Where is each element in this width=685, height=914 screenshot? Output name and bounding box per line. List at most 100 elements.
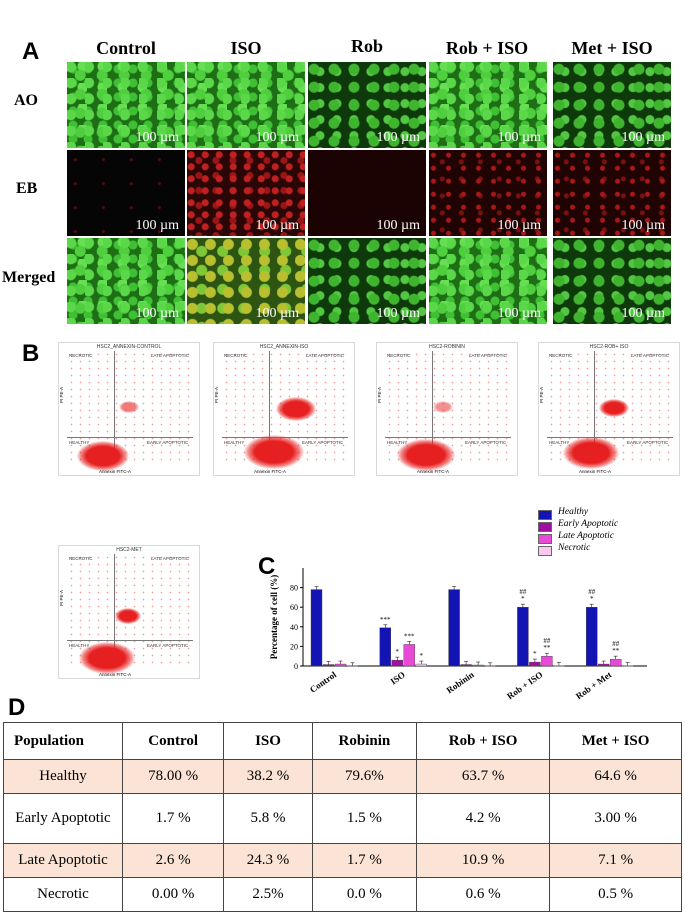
legend-swatch-late xyxy=(538,534,552,544)
column-header-control: Control xyxy=(96,38,156,58)
cell-population-healthy xyxy=(77,441,129,471)
quadrant-label-necrotic: NECROTIC xyxy=(69,353,93,358)
scale-bar-label: 100 µm xyxy=(376,218,420,233)
table-header-cell: Population xyxy=(3,722,123,760)
flow-plot-title: HSC2_ANNEXIN-ISO xyxy=(259,344,309,350)
legend-swatch-healthy xyxy=(538,510,552,520)
significance-mark: ## xyxy=(588,588,596,596)
column-header-met-iso: Met + ISO xyxy=(571,38,653,58)
table-cell: 10.9 % xyxy=(415,843,551,878)
table-cell: 0.6 % xyxy=(415,877,551,912)
table-cell: 78.00 % xyxy=(121,759,225,794)
scale-bar-label: 100 µm xyxy=(497,130,541,145)
table-cell: 1.7 % xyxy=(121,793,225,844)
legend-label-late: Late Apoptotic xyxy=(558,531,615,541)
table-row: Healthy 78.00 % 38.2 % 79.6% 63.7 % 64.6… xyxy=(3,759,682,794)
column-header-rob-iso: Rob + ISO xyxy=(445,38,529,58)
legend-swatch-early xyxy=(538,522,552,532)
scale-bar-label: 100 µm xyxy=(255,218,299,233)
gate-horizontal xyxy=(67,640,193,641)
x-tick-label: Control xyxy=(308,669,339,695)
micrograph-merged-iso: 100 µm xyxy=(187,238,305,324)
cell-population-late xyxy=(276,397,316,421)
cell-population-healthy xyxy=(244,435,304,469)
flow-plot-title: HSC2-ROB+ ISO xyxy=(589,344,629,350)
quadrant-label-healthy: HEALTHY xyxy=(69,643,90,648)
scale-bar-label: 100 µm xyxy=(255,306,299,321)
quadrant-label-late-apoptotic: LATE APOPTOTIC xyxy=(151,556,189,561)
micrograph-merged-rob-iso: 100 µm xyxy=(429,238,547,324)
panel-label-d: D xyxy=(8,694,26,721)
bar-necrotic xyxy=(622,665,634,667)
micrograph-merged-control: 100 µm xyxy=(67,238,185,324)
flow-plot-met: HSC2-MET NECROTIC LATE APOPTOTIC HEALTHY… xyxy=(58,545,200,679)
row-header-ao: AO xyxy=(14,92,38,109)
micrograph-ao-rob: 100 µm xyxy=(308,62,426,148)
scale-bar-label: 100 µm xyxy=(621,306,665,321)
significance-mark: ** xyxy=(612,647,620,655)
micrograph-ao-control: 100 µm xyxy=(67,62,185,148)
bar-early-apoptotic xyxy=(460,664,472,667)
table-header-cell: Rob + ISO xyxy=(415,722,551,760)
bar-late-apoptotic xyxy=(472,664,484,667)
x-axis-label: Annexin FITC-A xyxy=(417,469,450,474)
y-axis-label: PI PE-A xyxy=(59,386,64,403)
bar-late-apoptotic xyxy=(334,663,347,667)
bar-early-apoptotic xyxy=(598,663,610,667)
gate-vertical xyxy=(269,351,270,463)
scale-bar-label: 100 µm xyxy=(376,306,420,321)
x-tick-label: Rob + Met xyxy=(574,669,613,701)
table-cell: 2.5% xyxy=(223,877,313,912)
legend-label-healthy: Healthy xyxy=(558,507,589,517)
table-cell: Necrotic xyxy=(3,877,123,912)
x-axis-label: Annexin FITC-A xyxy=(579,469,612,474)
panel-label-c: C xyxy=(258,553,276,580)
flow-plot-iso: HSC2_ANNEXIN-ISO NECROTIC LATE APOPTOTIC… xyxy=(213,342,355,476)
bar-late-apoptotic xyxy=(541,655,553,667)
micrograph-eb-rob-iso: 100 µm xyxy=(429,150,547,236)
table-cell: 63.7 % xyxy=(415,759,551,794)
cell-population-healthy xyxy=(397,439,455,471)
legend-swatch-necrotic xyxy=(538,546,552,556)
micrograph-merged-rob: 100 µm xyxy=(308,238,426,324)
column-header-rob: Rob xyxy=(350,36,383,56)
table-cell: Late Apoptotic xyxy=(3,843,123,878)
scale-bar-label: 100 µm xyxy=(135,306,179,321)
micrograph-ao-rob-iso: 100 µm xyxy=(429,62,547,148)
quadrant-label-early-apoptotic: EARLY APOPTOTIC xyxy=(627,440,669,445)
significance-mark: *** xyxy=(404,632,415,640)
micrograph-eb-rob: 100 µm xyxy=(308,150,426,236)
table-row: Early Apoptotic 1.7 % 5.8 % 1.5 % 4.2 % … xyxy=(3,793,682,844)
table-cell: 0.5 % xyxy=(549,877,682,912)
y-tick-label: 60 xyxy=(290,603,298,612)
bar-healthy xyxy=(379,627,392,667)
y-tick-label: 20 xyxy=(290,642,298,651)
flow-plot-robinin: HSC2-ROBININ NECROTIC LATE APOPTOTIC HEA… xyxy=(376,342,518,476)
scale-bar-label: 100 µm xyxy=(497,218,541,233)
gate-horizontal xyxy=(385,437,511,438)
x-axis-label: Annexin FITC-A xyxy=(254,469,287,474)
micrograph-ao-iso: 100 µm xyxy=(187,62,305,148)
table-cell: 1.7 % xyxy=(311,843,417,878)
bar-necrotic xyxy=(415,663,428,667)
flow-plot-control: HSC2_ANNEXIN-CONTROL NECROTIC LATE APOPT… xyxy=(58,342,200,476)
bar-necrotic xyxy=(346,665,359,667)
significance-mark: ## xyxy=(519,588,527,596)
bar-healthy xyxy=(310,589,323,667)
significance-mark: * xyxy=(396,648,400,656)
flow-plot-title: HSC2_ANNEXIN-CONTROL xyxy=(96,344,162,350)
cell-population-healthy xyxy=(79,642,135,674)
y-axis-label: PI PE-A xyxy=(539,386,544,403)
quadrant-label-healthy: HEALTHY xyxy=(387,440,408,445)
quadrant-label-early-apoptotic: EARLY APOPTOTIC xyxy=(302,440,344,445)
scale-bar-label: 100 µm xyxy=(135,218,179,233)
scale-bar-label: 100 µm xyxy=(255,130,299,145)
quadrant-label-early-apoptotic: EARLY APOPTOTIC xyxy=(465,440,507,445)
cell-population-healthy xyxy=(563,437,619,469)
bar-early-apoptotic xyxy=(391,659,404,667)
micrograph-eb-iso: 100 µm xyxy=(187,150,305,236)
table-cell: 38.2 % xyxy=(223,759,313,794)
cell-population-late xyxy=(599,399,629,417)
legend-label-necrotic: Necrotic xyxy=(558,543,591,553)
table-cell: 5.8 % xyxy=(223,793,313,844)
